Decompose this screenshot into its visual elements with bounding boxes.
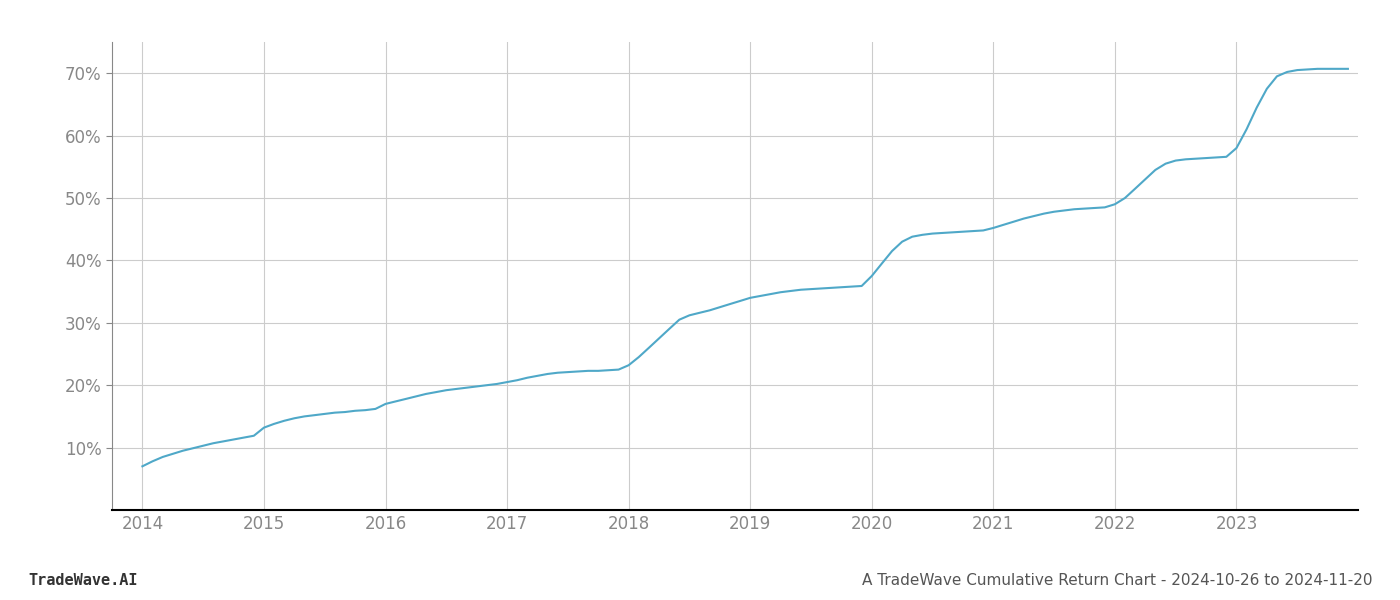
Text: A TradeWave Cumulative Return Chart - 2024-10-26 to 2024-11-20: A TradeWave Cumulative Return Chart - 20… <box>861 573 1372 588</box>
Text: TradeWave.AI: TradeWave.AI <box>28 573 137 588</box>
